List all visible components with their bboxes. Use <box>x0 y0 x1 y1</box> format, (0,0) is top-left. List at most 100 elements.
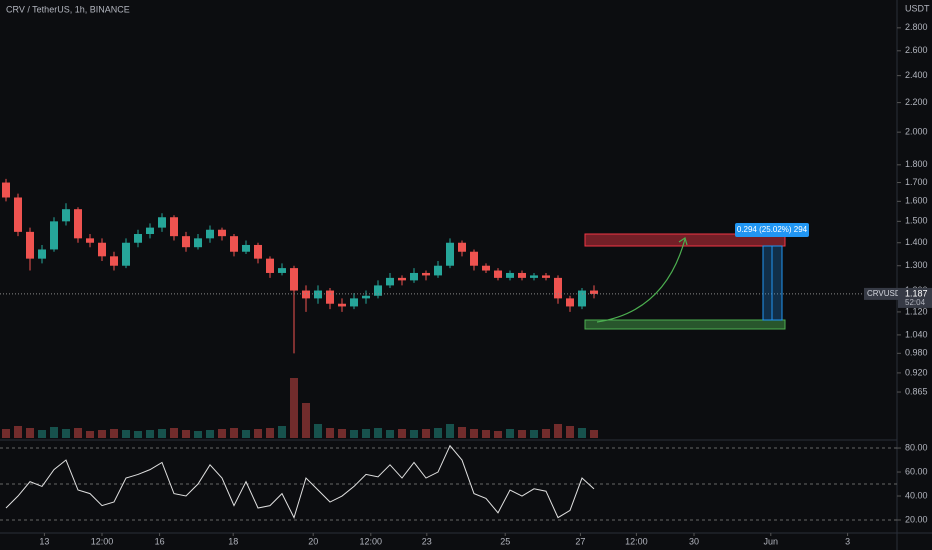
volume-bar <box>542 429 550 438</box>
chart-title: CRV / TetherUS, 1h, BINANCE <box>6 4 130 14</box>
last-price-label: 1.187 <box>905 288 928 298</box>
volume-bar <box>518 430 526 438</box>
candle-body <box>542 275 550 278</box>
rsi-y-tick-label: 60.00 <box>905 466 928 476</box>
candle-body <box>302 290 310 299</box>
candle-body <box>410 272 418 281</box>
candle-body <box>482 265 490 271</box>
volume-bar <box>554 424 562 438</box>
axis-unit: USDT <box>905 3 930 13</box>
volume-bar <box>26 428 34 438</box>
measure-label: 0.294 (25.02%) 294 <box>737 225 808 234</box>
x-tick-label: 12:00 <box>360 536 383 546</box>
candle-body <box>218 229 226 237</box>
y-tick-label: 1.300 <box>905 260 928 270</box>
y-tick-label: 1.040 <box>905 329 928 339</box>
volume-bar <box>398 429 406 438</box>
volume-bar <box>590 430 598 438</box>
volume-bar <box>326 428 334 438</box>
candle-body <box>134 234 142 243</box>
entry-zone <box>584 319 786 330</box>
x-tick-label: 3 <box>845 536 850 546</box>
y-tick-label: 1.700 <box>905 177 928 187</box>
volume-bar <box>62 429 70 438</box>
candle-body <box>590 290 598 294</box>
volume-bar <box>218 429 226 438</box>
volume-bar <box>410 430 418 438</box>
volume-bar <box>254 429 262 438</box>
volume-bar <box>578 428 586 438</box>
x-tick-label: 12:00 <box>91 536 114 546</box>
y-tick-label: 2.200 <box>905 97 928 107</box>
volume-bar <box>170 428 178 438</box>
candle-body <box>290 268 298 291</box>
volume-bar <box>194 431 202 438</box>
volume-bar <box>38 430 46 438</box>
x-tick-label: 16 <box>155 536 165 546</box>
volume-bar <box>302 403 310 438</box>
rsi-line <box>5 444 595 519</box>
symbol-tag-label: CRVUSDT <box>867 289 906 298</box>
candle-body <box>458 242 466 252</box>
candle-body <box>554 277 562 299</box>
y-tick-label: 2.600 <box>905 45 928 55</box>
candle-body <box>362 295 370 299</box>
drawings: 0.294 (25.02%) 294 <box>584 223 809 330</box>
y-tick-label: 1.500 <box>905 216 928 226</box>
y-tick-label: 1.600 <box>905 196 928 206</box>
volume-bar <box>494 431 502 438</box>
candle-body <box>230 236 238 252</box>
volume-bar <box>386 430 394 438</box>
volume-bar <box>98 430 106 438</box>
x-tick-label: 18 <box>228 536 238 546</box>
volume-bar <box>530 430 538 438</box>
y-tick-label: 2.400 <box>905 70 928 80</box>
volume-bar <box>446 424 454 438</box>
candle-body <box>566 298 574 307</box>
volume-bar <box>230 428 238 438</box>
candle-body <box>242 244 250 252</box>
candle-body <box>338 303 346 307</box>
candle-body <box>50 221 58 250</box>
candle-body <box>2 182 10 198</box>
candle-body <box>470 251 478 266</box>
volume-bar <box>182 430 190 438</box>
volume-bar <box>458 427 466 438</box>
candle-body <box>110 256 118 266</box>
candle-body <box>314 290 322 299</box>
countdown: 52:04 <box>905 298 926 307</box>
symbol-tag <box>864 287 898 300</box>
y-tick-label: 1.400 <box>905 237 928 247</box>
candle-body <box>254 244 262 259</box>
candle-body <box>170 217 178 237</box>
candle-body <box>62 209 70 222</box>
volume-bar <box>50 427 58 438</box>
candle-body <box>74 209 82 239</box>
volume-bar <box>134 431 142 438</box>
x-tick-label: 13 <box>39 536 49 546</box>
rsi-y-tick-label: 20.00 <box>905 514 928 524</box>
y-tick-label: 2.800 <box>905 22 928 32</box>
volume-bar <box>158 429 166 438</box>
candle-body <box>182 236 190 248</box>
volume-bar <box>146 430 154 438</box>
volume-bar <box>122 430 130 438</box>
candle-body <box>518 272 526 278</box>
candle-body <box>38 249 46 259</box>
candle-body <box>386 277 394 286</box>
volume-bar <box>362 429 370 438</box>
x-tick-label: 20 <box>308 536 318 546</box>
candle-body <box>26 231 34 259</box>
volume-bar <box>566 426 574 438</box>
x-tick-label: 27 <box>575 536 585 546</box>
volume-bar <box>506 429 514 438</box>
y-tick-label: 1.800 <box>905 159 928 169</box>
volume-bar <box>350 430 358 438</box>
x-tick-label: 25 <box>500 536 510 546</box>
volume-bar <box>74 428 82 438</box>
candle-body <box>266 258 274 273</box>
candle-body <box>446 242 454 266</box>
candle-body <box>578 290 586 307</box>
